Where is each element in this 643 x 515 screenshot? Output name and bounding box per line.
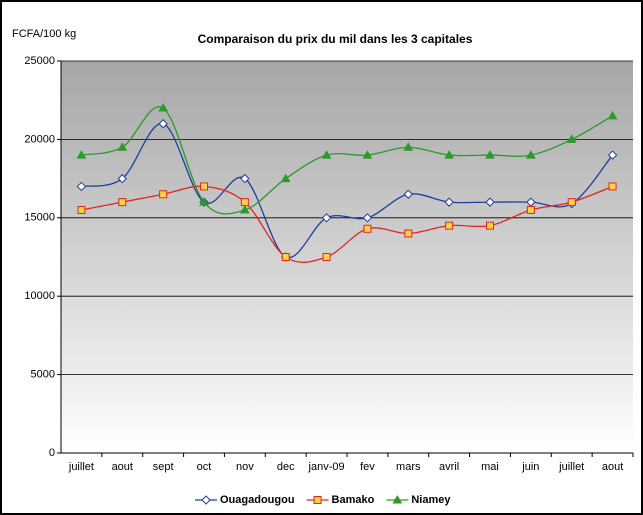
data-point <box>486 221 494 230</box>
x-tick-label: fev <box>360 461 375 473</box>
legend-marker <box>313 496 322 504</box>
x-tick-label: mai <box>481 461 499 473</box>
legend-label: Niamey <box>411 494 451 506</box>
y-axis-label: FCFA/100 kg <box>12 28 76 40</box>
x-tick-label: juillet <box>68 461 94 473</box>
data-point <box>567 198 576 207</box>
x-tick-label: juillet <box>558 461 584 473</box>
y-tick-label: 10000 <box>24 290 55 302</box>
data-point <box>403 189 413 199</box>
data-point <box>525 150 536 159</box>
data-point <box>445 221 454 230</box>
data-point <box>363 224 372 233</box>
legend-marker <box>201 495 211 505</box>
x-tick-label: janv-09 <box>308 461 345 473</box>
data-point <box>117 173 127 184</box>
x-tick-label: nov <box>236 461 254 473</box>
data-point <box>444 150 455 159</box>
x-tick-label: oct <box>197 461 212 473</box>
data-point <box>77 205 86 214</box>
data-point <box>607 150 618 160</box>
data-point <box>280 173 291 183</box>
x-tick-label: aout <box>602 461 623 473</box>
data-point <box>403 142 414 151</box>
data-point <box>158 119 168 129</box>
data-point <box>76 150 87 159</box>
data-point <box>158 103 169 112</box>
legend-label: Ouagadougou <box>220 494 295 506</box>
data-point <box>485 150 495 159</box>
x-tick-label: dec <box>277 461 295 473</box>
data-point <box>566 134 577 143</box>
x-tick-label: avril <box>439 461 459 473</box>
data-point <box>322 253 331 261</box>
data-point <box>200 182 208 191</box>
data-point <box>485 197 495 207</box>
data-point <box>117 142 128 151</box>
data-point <box>526 205 535 214</box>
data-point <box>362 150 373 159</box>
legend-marker <box>392 494 403 504</box>
data-point <box>608 182 617 191</box>
y-tick-label: 25000 <box>24 55 55 67</box>
data-point <box>118 198 127 207</box>
y-tick-label: 0 <box>49 447 55 459</box>
data-point <box>159 190 168 199</box>
data-point <box>321 150 332 159</box>
x-tick-label: sept <box>153 461 174 473</box>
y-tick-label: 5000 <box>31 369 55 381</box>
x-tick-label: juin <box>521 461 539 473</box>
data-point <box>239 204 250 214</box>
data-point <box>199 197 209 206</box>
chart-title: Comparaison du prix du mil dans les 3 ca… <box>198 32 473 46</box>
plot-area <box>61 61 633 453</box>
series-line <box>81 185 613 263</box>
y-tick-label: 20000 <box>24 133 55 145</box>
data-point <box>404 229 413 238</box>
data-point <box>281 253 290 261</box>
x-tick-label: aout <box>112 461 133 473</box>
legend-label: Bamako <box>332 494 375 506</box>
data-point <box>444 197 454 207</box>
data-point <box>240 173 250 184</box>
data-point <box>321 213 332 223</box>
y-tick-label: 15000 <box>24 212 55 224</box>
data-point <box>607 110 618 120</box>
x-tick-label: mars <box>396 461 421 473</box>
data-point <box>240 198 249 207</box>
data-point <box>76 181 87 192</box>
data-point <box>362 213 373 223</box>
